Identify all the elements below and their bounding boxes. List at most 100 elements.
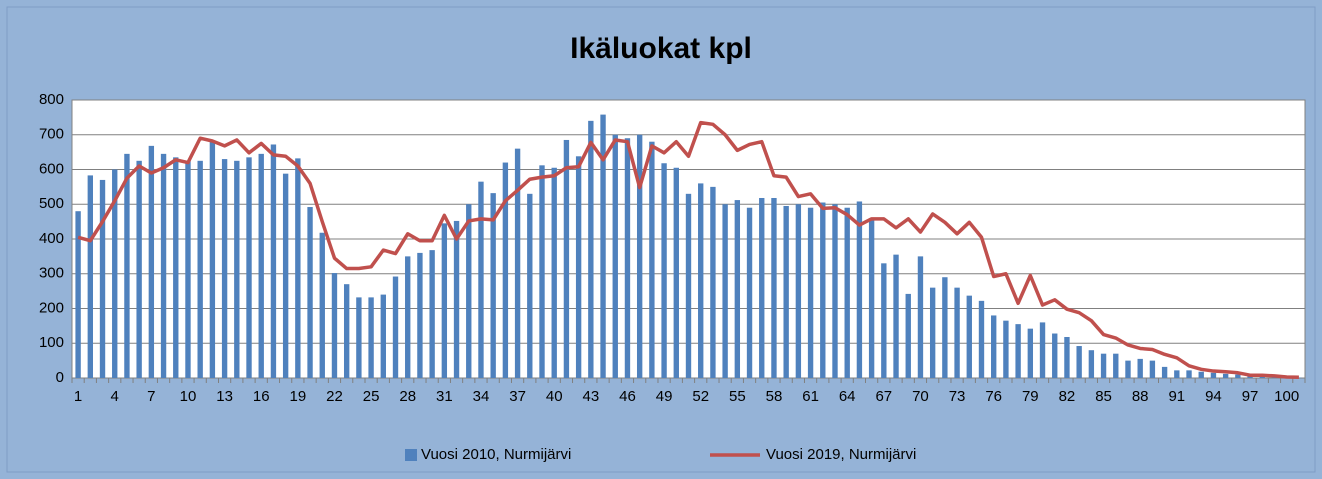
bar bbox=[1161, 366, 1168, 378]
bar bbox=[991, 315, 997, 378]
bar bbox=[881, 263, 887, 378]
legend-label: Vuosi 2019, Nurmijärvi bbox=[766, 446, 916, 463]
y-tick-label: 600 bbox=[39, 160, 64, 177]
x-tick-label: 58 bbox=[766, 388, 783, 405]
bar bbox=[380, 294, 386, 378]
x-tick-label: 76 bbox=[985, 388, 1002, 405]
bar bbox=[124, 153, 130, 378]
bar bbox=[173, 157, 179, 378]
bar bbox=[966, 295, 972, 378]
bar bbox=[759, 197, 765, 378]
bar bbox=[551, 167, 557, 378]
bar bbox=[1052, 333, 1058, 378]
x-tick-label: 1 bbox=[74, 388, 82, 405]
bar bbox=[795, 204, 802, 378]
bar bbox=[942, 277, 948, 378]
x-tick-label: 31 bbox=[436, 388, 453, 405]
bar bbox=[807, 207, 814, 378]
bar bbox=[209, 141, 216, 378]
bar bbox=[929, 287, 936, 378]
x-tick-label: 97 bbox=[1242, 388, 1259, 405]
bar bbox=[221, 159, 228, 378]
x-tick-label: 22 bbox=[326, 388, 343, 405]
x-tick-label: 94 bbox=[1205, 388, 1222, 405]
bar bbox=[75, 211, 81, 378]
bar bbox=[856, 201, 863, 378]
x-tick-label: 4 bbox=[111, 388, 119, 405]
x-tick-label: 40 bbox=[546, 388, 563, 405]
x-tick-label: 34 bbox=[473, 388, 490, 405]
x-tick-label: 73 bbox=[949, 388, 966, 405]
bar bbox=[1186, 370, 1192, 378]
bar bbox=[405, 256, 411, 378]
x-tick-label: 88 bbox=[1132, 388, 1149, 405]
chart-title: Ikäluokat kpl bbox=[570, 32, 752, 65]
bar bbox=[539, 165, 545, 378]
bar bbox=[1174, 370, 1180, 378]
x-tick-label: 100 bbox=[1274, 388, 1299, 405]
bar bbox=[771, 197, 777, 378]
bar bbox=[1027, 328, 1034, 378]
bar bbox=[392, 276, 399, 378]
bar bbox=[1113, 353, 1119, 378]
bar bbox=[1259, 376, 1265, 378]
bar bbox=[905, 293, 911, 378]
bar bbox=[600, 114, 606, 378]
bar bbox=[868, 218, 875, 378]
x-tick-label: 46 bbox=[619, 388, 636, 405]
bar bbox=[722, 204, 728, 378]
legend-swatch bbox=[405, 449, 417, 461]
x-tick-label: 55 bbox=[729, 388, 746, 405]
bar bbox=[563, 139, 570, 378]
bar bbox=[368, 297, 374, 378]
x-tick-label: 49 bbox=[656, 388, 673, 405]
x-tick-label: 64 bbox=[839, 388, 856, 405]
y-tick-label: 800 bbox=[39, 91, 64, 108]
x-tick-label: 28 bbox=[399, 388, 416, 405]
x-tick-label: 7 bbox=[147, 388, 155, 405]
bar bbox=[270, 144, 277, 378]
bar bbox=[698, 183, 704, 378]
bar bbox=[185, 160, 191, 378]
bar bbox=[527, 193, 533, 378]
x-tick-label: 52 bbox=[692, 388, 709, 405]
x-tick-label: 13 bbox=[216, 388, 233, 405]
bar bbox=[148, 145, 155, 378]
y-tick-label: 300 bbox=[39, 265, 64, 282]
bar bbox=[429, 250, 435, 378]
bar bbox=[844, 207, 850, 378]
bar bbox=[246, 157, 252, 378]
bar bbox=[478, 181, 484, 378]
x-tick-label: 37 bbox=[509, 388, 526, 405]
bar bbox=[636, 134, 643, 378]
y-tick-label: 0 bbox=[56, 369, 64, 386]
bar bbox=[954, 287, 960, 378]
bar bbox=[1064, 336, 1070, 378]
bar bbox=[832, 204, 838, 378]
bar bbox=[710, 186, 716, 378]
bar bbox=[331, 273, 338, 378]
x-tick-label: 70 bbox=[912, 388, 929, 405]
line bbox=[77, 120, 1299, 380]
y-tick-label: 500 bbox=[39, 195, 64, 212]
x-tick-label: 43 bbox=[582, 388, 599, 405]
bar bbox=[490, 193, 496, 378]
bar bbox=[514, 148, 521, 378]
bar bbox=[1076, 346, 1082, 378]
bar bbox=[1015, 324, 1021, 378]
bar bbox=[649, 141, 655, 378]
bar bbox=[612, 134, 618, 378]
bar bbox=[160, 153, 167, 378]
x-tick-label: 25 bbox=[363, 388, 380, 405]
y-tick-label: 200 bbox=[39, 299, 64, 316]
bar bbox=[588, 120, 594, 378]
bar bbox=[307, 207, 313, 378]
bar bbox=[197, 160, 203, 378]
bar bbox=[820, 202, 826, 378]
bar bbox=[575, 156, 582, 378]
y-tick-label: 400 bbox=[39, 230, 64, 247]
bar bbox=[417, 252, 423, 378]
bar bbox=[685, 193, 692, 378]
x-tick-label: 91 bbox=[1168, 388, 1185, 405]
